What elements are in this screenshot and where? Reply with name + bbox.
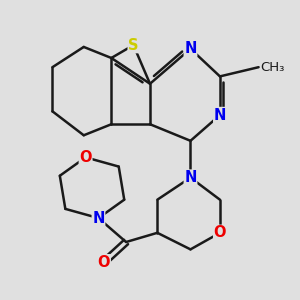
Text: N: N bbox=[184, 170, 197, 185]
Text: N: N bbox=[214, 107, 226, 122]
Text: O: O bbox=[79, 150, 92, 165]
Text: O: O bbox=[98, 255, 110, 270]
Text: S: S bbox=[128, 38, 139, 52]
Text: CH₃: CH₃ bbox=[260, 61, 285, 74]
Text: N: N bbox=[184, 41, 197, 56]
Text: O: O bbox=[214, 225, 226, 240]
Text: N: N bbox=[92, 211, 105, 226]
